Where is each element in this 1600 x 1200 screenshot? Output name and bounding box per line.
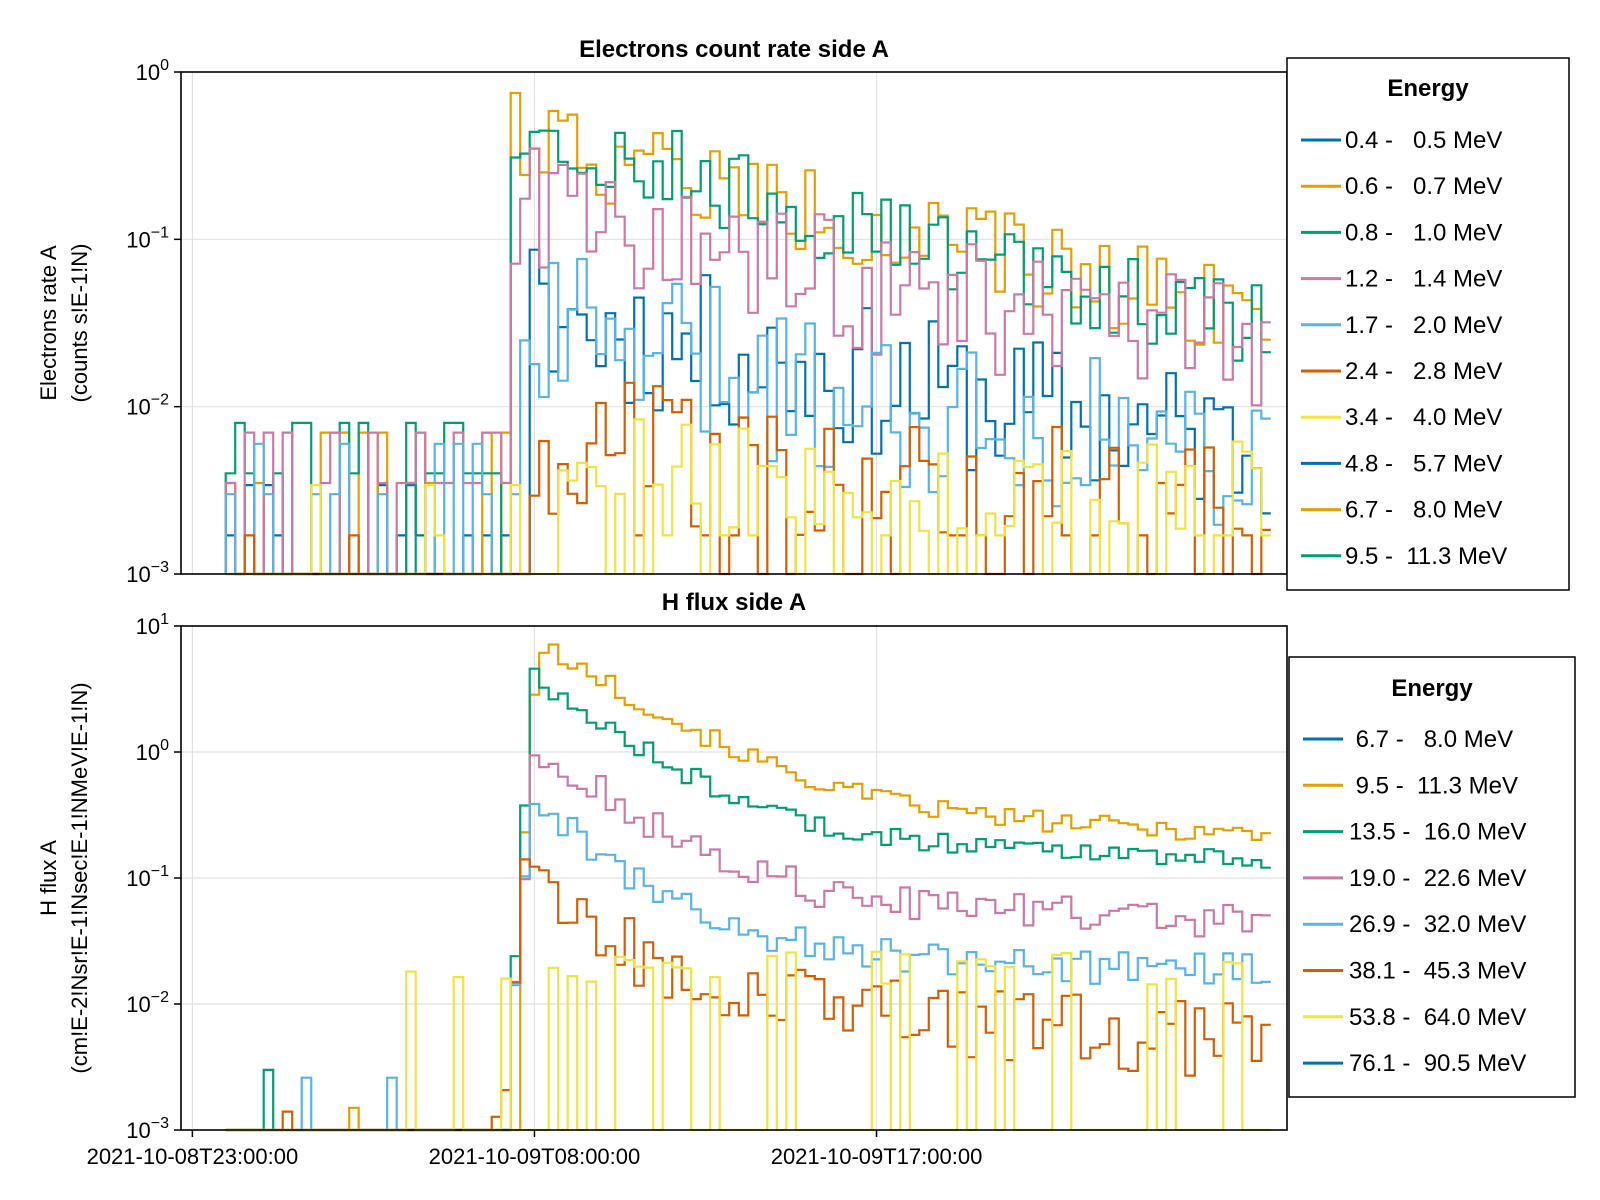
x-tick-label: 2021-10-09T08:00:00 [429,1144,641,1169]
y-ticks-electrons: 100 10−1 10−2 10−3 [126,57,181,587]
y-tick-label: 10−3 [126,559,169,587]
y-label-line2-electrons: (counts s!E-1!N) [67,244,92,403]
legend-title-protons: Energy [1391,675,1473,702]
y-axis-label-protons: H flux A (cm!E-2!Nsr!E-1!Nsec!E-1!NMeV!E… [36,682,92,1073]
legend-label: 0.6 - 0.7 MeV [1345,173,1502,200]
y-label-line2-protons: (cm!E-2!Nsr!E-1!Nsec!E-1!NMeV!E-1!N) [67,682,92,1073]
grid-protons [181,626,1287,1130]
legend-label: 0.8 - 1.0 MeV [1345,219,1502,246]
y-tick-label: 10−1 [126,863,169,891]
y-tick-label: 10−3 [126,1115,169,1143]
legend-label: 0.4 - 0.5 MeV [1345,127,1502,154]
y-tick-label: 100 [136,57,169,85]
legend-label: 26.9 - 32.0 MeV [1349,911,1526,938]
legend-label: 1.2 - 1.4 MeV [1345,266,1502,293]
legend-label: 9.5 - 11.3 MeV [1345,543,1507,570]
legend-label: 13.5 - 16.0 MeV [1349,819,1526,846]
series-step-line [224,91,1271,576]
chart-title-electrons: Electrons count rate side A [579,36,889,63]
y-tick-label: 10−1 [126,224,169,252]
legend-label: 1.7 - 2.0 MeV [1345,312,1502,339]
x-tick-label: 2021-10-08T23:00:00 [87,1144,299,1169]
y-tick-label: 10−2 [126,989,169,1017]
legend-title-electrons: Energy [1387,75,1469,102]
y-axis-label-electrons: Electrons rate A (counts s!E-1!N) [36,244,92,403]
y-ticks-protons: 101 100 10−1 10−2 10−3 [126,611,181,1143]
legend-label: 9.5 - 11.3 MeV [1349,772,1518,799]
protons-panel: H flux side A 101 100 10−1 10−2 10−3 2021-10… [36,589,1576,1169]
legend-protons: Energy 6.7 - 8.0 MeV 9.5 - 11.3 MeV 13.5 … [1288,656,1576,1098]
legend-label: 3.4 - 4.0 MeV [1345,404,1502,431]
legend-label: 53.8 - 64.0 MeV [1349,1004,1526,1031]
legend-label: 2.4 - 2.8 MeV [1345,358,1502,385]
legend-electrons: Energy 0.4 - 0.5 MeV 0.6 - 0.7 MeV 0.8 - 1… [1286,57,1570,591]
y-tick-label: 101 [136,611,169,639]
x-tick-label: 2021-10-09T17:00:00 [771,1144,983,1169]
series-step-line [224,257,1271,576]
series-step-line [224,147,1271,576]
legend-label: 6.7 - 8.0 MeV [1349,726,1513,753]
legend-label: 38.1 - 45.3 MeV [1349,958,1526,985]
electrons-panel: Electrons count rate side A 10010−110−21… [36,36,1570,591]
x-ticks-protons: 2021-10-08T23:00:00 2021-10-09T08:00:00 20… [87,1130,983,1169]
y-label-line1-electrons: Electrons rate A [36,245,61,401]
legend-label: 6.7 - 8.0 MeV [1345,497,1502,524]
grid-electrons [181,72,1287,574]
y-label-line1-protons: H flux A [36,840,61,916]
legend-label: 4.8 - 5.7 MeV [1345,450,1502,477]
legend-label: 19.0 - 22.6 MeV [1349,865,1526,892]
chart-title-protons: H flux side A [662,589,806,616]
y-tick-label: 100 [136,737,169,765]
legend-label: 76.1 - 90.5 MeV [1349,1050,1526,1077]
y-tick-label: 10−2 [126,392,169,420]
